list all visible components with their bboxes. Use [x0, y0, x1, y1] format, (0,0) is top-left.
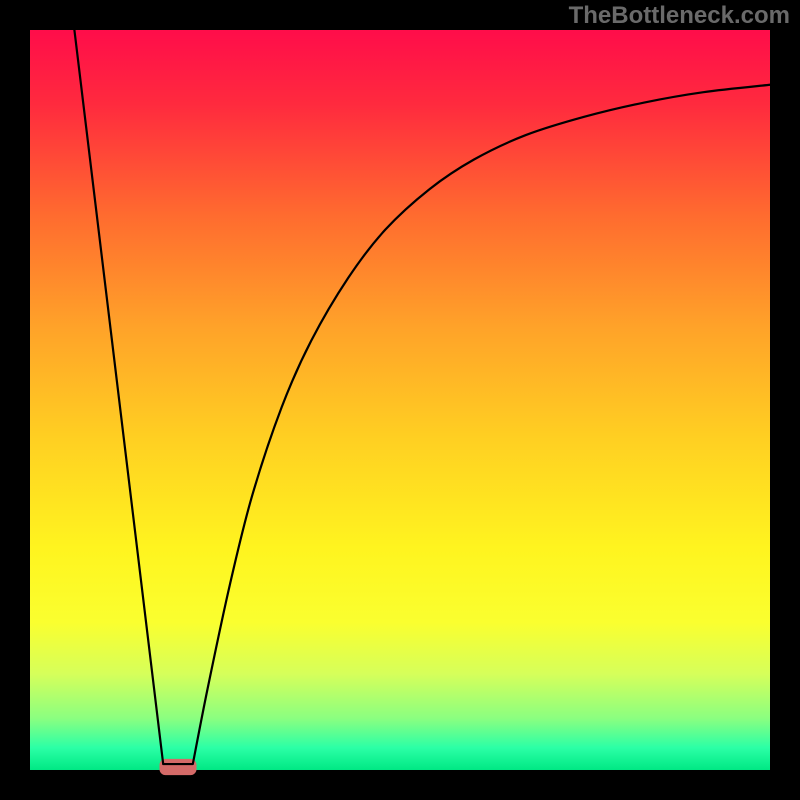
plot-area [30, 30, 770, 770]
watermark-text: TheBottleneck.com [569, 2, 790, 30]
chart-svg [0, 0, 800, 800]
bottleneck-chart [0, 0, 800, 800]
valley-marker [160, 759, 197, 775]
